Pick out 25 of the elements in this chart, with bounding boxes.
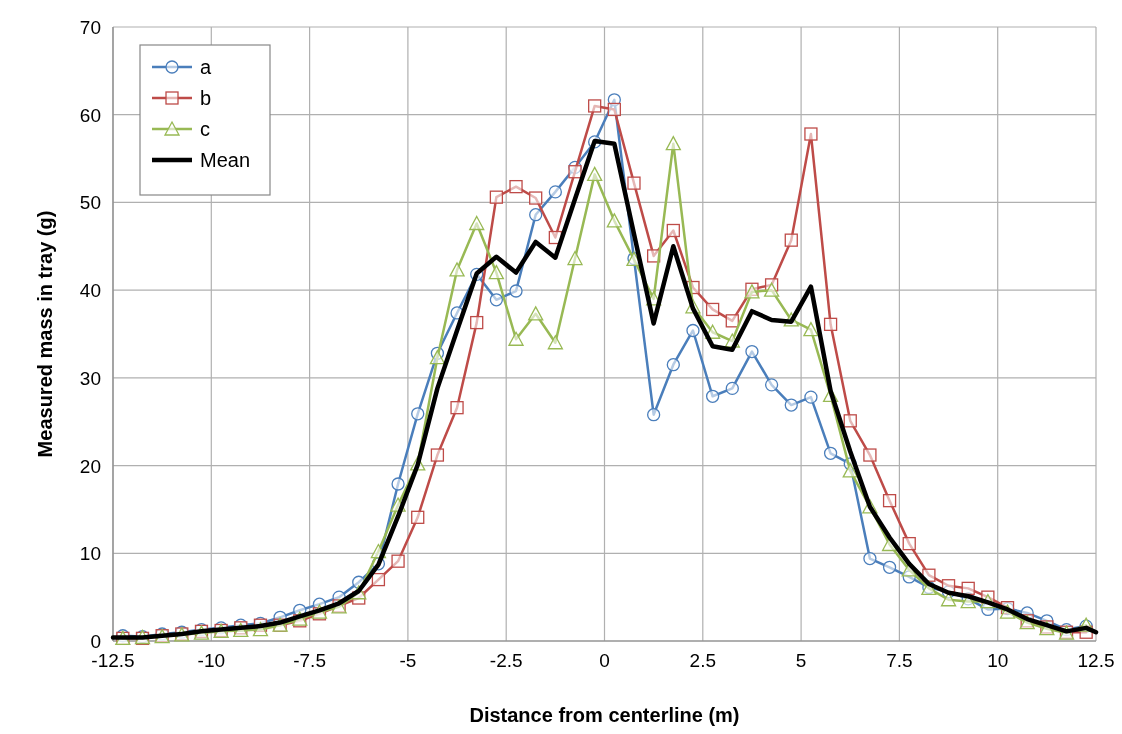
y-tick-label: 30 [79,367,101,389]
x-tick-label: -2.5 [489,650,523,671]
x-axis-title: Distance from centerline (m) [469,704,740,726]
x-tick-label: -7.5 [293,650,326,671]
x-tick-label: -5 [399,650,417,671]
x-tick-label: 12.5 [1077,650,1115,671]
y-tick-label: 50 [79,192,101,214]
legend-label: b [200,87,212,109]
y-tick-label: 20 [79,455,101,477]
legend-label: c [200,118,210,140]
y-tick-label: 70 [79,17,101,38]
x-tick-label: 10 [987,650,1009,671]
x-tick-label: 5 [795,650,807,671]
legend-label: Mean [200,149,251,171]
y-tick-label: 40 [79,280,101,302]
y-tick-label: 10 [79,543,101,565]
y-tick-label: 0 [90,631,101,652]
x-tick-label: -12.5 [91,650,135,671]
y-axis-title: Measured mass in tray (g) [34,210,56,458]
x-tick-label: 7.5 [886,650,913,671]
x-tick-label: 0 [599,650,610,671]
x-tick-label: 2.5 [689,650,717,671]
x-tick-label: -10 [197,650,226,671]
legend-label: a [200,56,212,78]
y-tick-label: 60 [79,104,101,126]
